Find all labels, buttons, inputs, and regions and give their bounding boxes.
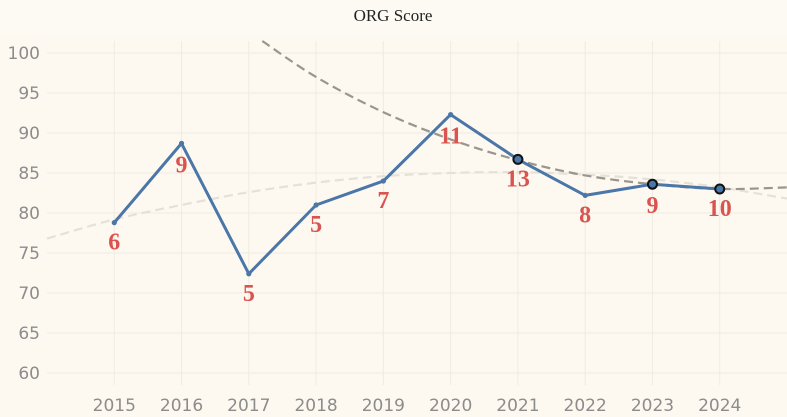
data-label-2019: 7 [377,188,389,214]
grid [47,41,787,385]
x-tick-label-2019: 2019 [362,396,405,416]
x-tick-label-2016: 2016 [160,396,203,416]
data-point-2016 [178,140,185,146]
x-tick-label-2018: 2018 [294,396,337,416]
data-point-2022 [582,192,588,198]
data-point-2018 [313,202,319,208]
y-tick-label-95: 95 [18,84,40,104]
x-tick-label-2023: 2023 [631,396,674,416]
data-label-2020: 11 [439,124,462,150]
data-labels: 6 9 5 5 7 11 13 8 9 10 [108,124,731,307]
data-label-2015: 6 [108,230,120,256]
x-tick-label-2017: 2017 [227,396,270,416]
trend-line-2 [46,170,787,240]
chart-title: ORG Score [354,6,433,25]
data-label-2024: 10 [708,196,732,222]
x-tick-label-2021: 2021 [496,396,539,416]
y-tick-label-80: 80 [18,204,40,224]
x-tick-label-2020: 2020 [429,396,472,416]
data-point-2021 [512,153,524,165]
y-tick-label-85: 85 [18,164,40,184]
data-point-2023 [646,178,658,190]
x-tick-label-2024: 2024 [698,396,741,416]
x-tick-label-2015: 2015 [93,396,136,416]
series [111,112,726,277]
data-label-2022: 8 [579,202,591,228]
y-tick-label-90: 90 [18,124,40,144]
data-label-2023: 9 [646,193,658,219]
data-point-2024 [714,183,726,195]
x-tick-label-2022: 2022 [564,396,607,416]
data-point-2019 [380,178,386,184]
title-band [0,0,787,36]
data-point-2020 [448,112,454,118]
data-label-2021: 13 [506,166,530,192]
data-point-2015 [111,220,117,226]
data-label-2018: 5 [310,212,322,238]
y-tick-label-70: 70 [18,284,40,304]
y-tick-label-75: 75 [18,244,40,264]
data-point-2017 [246,271,252,277]
series-line [113,113,720,276]
data-label-2017: 5 [243,281,255,307]
y-tick-label-100: 100 [8,44,40,64]
y-axis: 60 65 70 75 80 85 90 95 100 [8,44,40,384]
x-axis: 2015 2016 2017 2018 2019 2020 2021 2022 2023 2024 [93,396,742,416]
y-tick-label-60: 60 [18,364,40,384]
y-tick-label-65: 65 [18,324,40,344]
data-label-2016: 9 [176,152,188,178]
